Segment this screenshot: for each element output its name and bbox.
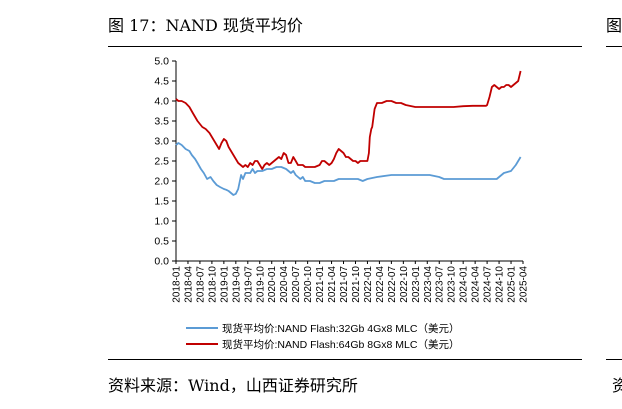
x-tick-label: 2024-10 xyxy=(495,266,506,303)
series-line-64gb xyxy=(175,70,522,170)
x-tick-label: 2025-01 xyxy=(507,266,518,303)
x-tick-label: 2021-04 xyxy=(327,266,338,303)
source-note: 资料来源：Wind，山西证券研究所 xyxy=(108,376,358,395)
y-tick-label: 5.0 xyxy=(154,56,169,68)
y-tick-label: 0.0 xyxy=(154,256,169,268)
x-tick-label: 2019-01 xyxy=(219,266,230,303)
x-tick-label: 2022-07 xyxy=(387,266,398,303)
x-tick-label: 2018-04 xyxy=(183,266,194,303)
x-tick-label: 2024-04 xyxy=(471,266,482,303)
y-tick-label: 2.0 xyxy=(154,176,169,188)
title-underline xyxy=(108,46,582,47)
clipped-next-title-glyph: 图 xyxy=(606,16,622,35)
legend-label-32gb: 现货平均价:NAND Flash:32Gb 4Gx8 MLC（美元） xyxy=(222,322,459,335)
figure-title: 图 17：NAND 现货平均价 xyxy=(108,16,303,35)
x-tick-label: 2020-01 xyxy=(267,266,278,303)
series-line-32gb xyxy=(175,142,522,196)
x-tick-label: 2020-04 xyxy=(279,266,290,303)
source-topline xyxy=(108,359,582,360)
title-underline-next xyxy=(606,46,622,47)
x-tick-label: 2019-07 xyxy=(243,266,254,303)
x-tick-label: 2023-10 xyxy=(447,266,458,303)
y-tick-label: 3.5 xyxy=(154,116,169,128)
x-tick-label: 2019-10 xyxy=(255,266,266,303)
x-tick-label: 2021-01 xyxy=(315,266,326,303)
y-tick-label: 4.5 xyxy=(154,76,169,88)
x-tick-label: 2021-07 xyxy=(339,266,350,303)
x-tick-label: 2022-01 xyxy=(363,266,374,303)
x-tick-label: 2021-10 xyxy=(351,266,362,303)
y-tick-label: 2.5 xyxy=(154,156,169,168)
clipped-next-source-glyph: 资 xyxy=(612,376,622,395)
x-tick-label: 2024-07 xyxy=(483,266,494,303)
x-tick-label: 2024-01 xyxy=(459,266,470,303)
y-tick-label: 0.5 xyxy=(154,236,169,248)
y-tick-label: 3.0 xyxy=(154,136,169,148)
x-tick-label: 2022-10 xyxy=(399,266,410,303)
x-tick-label: 2018-01 xyxy=(172,266,183,303)
x-axis: 2018-01 2018-04 2018-07 2018-10 2019-01 2019-… xyxy=(172,260,530,303)
x-tick-label: 2025-04 xyxy=(519,266,530,303)
series-lines xyxy=(175,70,522,196)
y-axis: 0.0 0.5 1.0 1.5 2.0 2.5 3.0 3.5 4.0 4.5 5.0 xyxy=(154,56,177,268)
x-tick-label: 2018-10 xyxy=(207,266,218,303)
source-topline-next xyxy=(606,359,622,360)
x-tick-label: 2020-07 xyxy=(291,266,302,303)
x-tick-label: 2018-07 xyxy=(195,266,206,303)
legend-label-64gb: 现货平均价:NAND Flash:64Gb 8Gx8 MLC（美元） xyxy=(222,338,459,351)
y-tick-label: 4.0 xyxy=(154,96,169,108)
x-tick-label: 2020-10 xyxy=(303,266,314,303)
x-tick-label: 2019-04 xyxy=(231,266,242,303)
y-tick-label: 1.5 xyxy=(154,196,169,208)
x-tick-label: 2022-04 xyxy=(375,266,386,303)
x-tick-label: 2023-01 xyxy=(411,266,422,303)
x-tick-label: 2023-04 xyxy=(423,266,434,303)
x-tick-label: 2023-07 xyxy=(435,266,446,303)
y-tick-label: 1.0 xyxy=(154,216,169,228)
legend: 现货平均价:NAND Flash:32Gb 4Gx8 MLC（美元） 现货平均价… xyxy=(186,322,459,351)
